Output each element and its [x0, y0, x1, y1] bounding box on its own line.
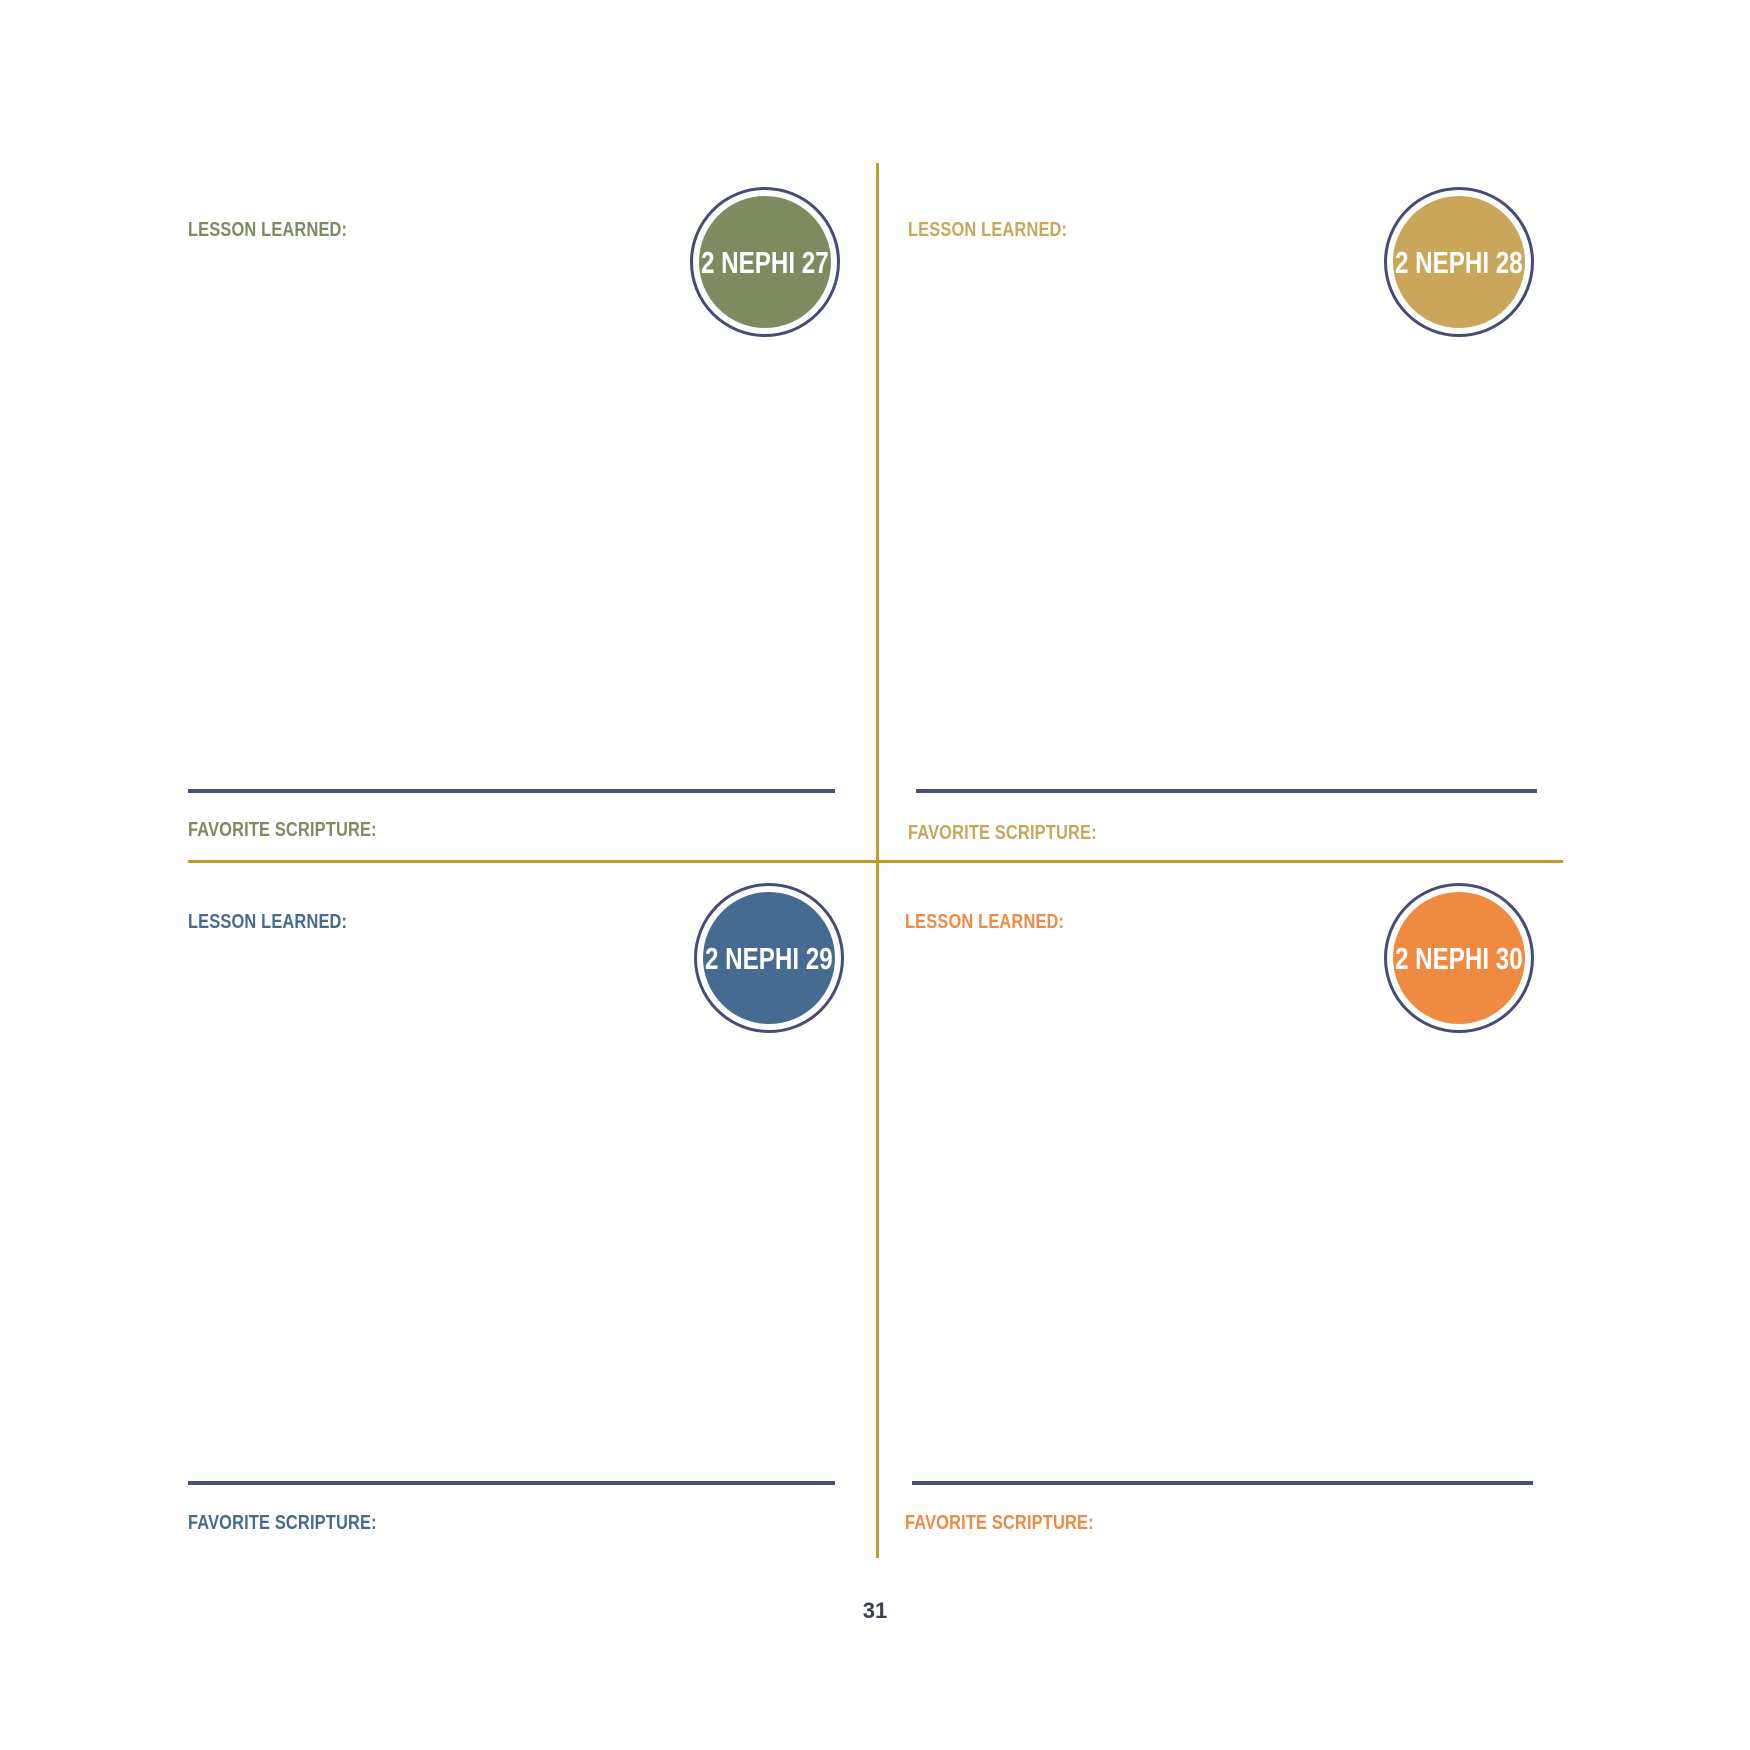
lesson-learned-label: LESSON LEARNED: — [905, 911, 1065, 933]
chapter-badge: 2 NEPHI 29 — [694, 883, 844, 1033]
lesson-learned-label: LESSON LEARNED: — [188, 911, 348, 933]
chapter-badge-fill: 2 NEPHI 29 — [703, 892, 835, 1024]
chapter-badge-fill: 2 NEPHI 28 — [1393, 196, 1525, 328]
favorite-scripture-label: FAVORITE SCRIPTURE: — [188, 1512, 377, 1534]
writing-rule — [188, 789, 835, 793]
favorite-scripture-label: FAVORITE SCRIPTURE: — [905, 1512, 1094, 1534]
chapter-badge: 2 NEPHI 28 — [1384, 187, 1534, 337]
writing-rule — [188, 1481, 835, 1485]
chapter-title: 2 NEPHI 27 — [701, 244, 829, 280]
writing-rule — [916, 789, 1537, 793]
lesson-learned-label: LESSON LEARNED: — [188, 219, 348, 241]
favorite-scripture-label: FAVORITE SCRIPTURE: — [188, 819, 377, 841]
lesson-learned-label: LESSON LEARNED: — [908, 219, 1068, 241]
chapter-badge: 2 NEPHI 27 — [690, 187, 840, 337]
chapter-badge: 2 NEPHI 30 — [1384, 883, 1534, 1033]
writing-rule — [912, 1481, 1533, 1485]
chapter-title: 2 NEPHI 29 — [705, 940, 833, 976]
chapter-title: 2 NEPHI 28 — [1395, 244, 1523, 280]
chapter-badge-fill: 2 NEPHI 27 — [699, 196, 831, 328]
chapter-title: 2 NEPHI 30 — [1395, 940, 1523, 976]
chapter-badge-fill: 2 NEPHI 30 — [1393, 892, 1525, 1024]
favorite-scripture-label: FAVORITE SCRIPTURE: — [908, 822, 1097, 844]
page-number: 31 — [862, 1598, 888, 1623]
horizontal-divider — [188, 860, 1563, 863]
